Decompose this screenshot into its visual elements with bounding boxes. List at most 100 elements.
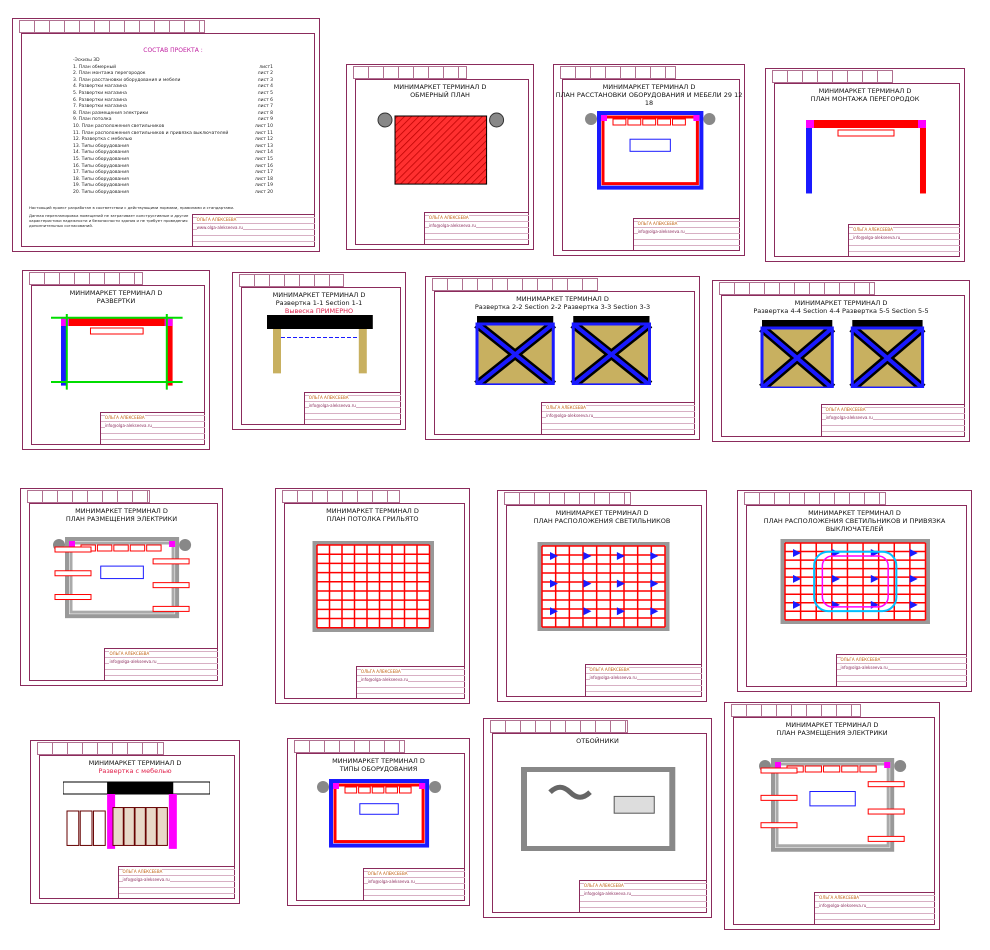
sheet-title: МИНИМАРКЕТ ТЕРМИНАЛ D ТИПЫ ОБОРУДОВАНИЯ [288, 757, 469, 773]
sheet-title: МИНИМАРКЕТ ТЕРМИНАЛ D Развертка с мебелью [31, 759, 239, 775]
drawing-sheet[interactable]: МИНИМАРКЕТ ТЕРМИНАЛ D ПЛАН РАЗМЕЩЕНИЯ ЭЛЕ… [724, 702, 940, 930]
sheet-drawing [759, 757, 907, 852]
sheet-title-main: МИНИМАРКЕТ ТЕРМИНАЛ D [794, 299, 888, 307]
contents-item-label: 11. План расположения светильников и при… [73, 130, 229, 136]
drawing-sheet[interactable]: МИНИМАРКЕТ ТЕРМИНАЛ D ОБМЕРНЫЙ ПЛАН ОЛЬГА… [346, 64, 534, 250]
stamp-top [19, 20, 205, 33]
contents-item: 8. План размещения электрики лист 8 [73, 111, 273, 118]
drawing-sheet[interactable]: МИНИМАРКЕТ ТЕРМИНАЛ D ПЛАН РАСПОЛОЖЕНИЯ С… [497, 490, 707, 702]
title-block: ОЛЬГА АЛЕКСЕЕВА info@olga-alekseeva.ru [632, 218, 740, 251]
title-block: ОЛЬГА АЛЕКСЕЕВА info@olga-alekseeva.ru [423, 212, 529, 245]
sheet-title: МИНИМАРКЕТ ТЕРМИНАЛ D ПЛАН ПОТОЛКА ГРИЛЬЯ… [276, 507, 469, 523]
company-email: info@olga-alekseeva.ru [825, 415, 873, 420]
sheet-drawing [267, 314, 373, 374]
stamp-top [27, 490, 150, 503]
sheet-subtitle: ПЛАН ПОТОЛКА ГРИЛЬЯТО [326, 515, 419, 523]
sheet-subtitle: Развертка 2-2 Section 2-2 Развертка 3-3 … [474, 303, 651, 311]
stamp-top [353, 66, 467, 79]
company-logo: ОЛЬГА АЛЕКСЕЕВА [583, 883, 624, 888]
sheet-title-main: МИНИМАРКЕТ ТЕРМИНАЛ D [808, 509, 901, 517]
sheet-title: МИНИМАРКЕТ ТЕРМИНАЛ D ПЛАН РАСПОЛОЖЕНИЯ С… [738, 509, 971, 533]
company-logo: ОЛЬГА АЛЕКСЕЕВА [825, 407, 866, 412]
title-block: ОЛЬГА АЛЕКСЕЕВА info@olga-alekseeva.ru [303, 392, 401, 425]
contents-item-label: 5. Развертки магазина [73, 90, 127, 96]
stamp-top [560, 66, 676, 79]
contents-item-sheet: лист 14 [254, 150, 273, 156]
contents-item: 11. План расположения светильников и при… [73, 131, 273, 138]
sheet-drawing [51, 314, 183, 390]
sheet-title-main: МИНИМАРКЕТ ТЕРМИНАЛ D [785, 721, 879, 729]
stamp-top [719, 282, 875, 295]
title-block: ОЛЬГА АЛЕКСЕЕВА info@olga-alekseeva.ru [578, 880, 707, 913]
contents-item-sheet: лист 10 [254, 123, 273, 129]
sheet-title-main: МИНИМАРКЕТ ТЕРМИНАЛ D [555, 509, 649, 517]
sheet-drawing [53, 536, 192, 618]
sheet-drawing [521, 767, 676, 851]
company-email: info@olga-alekseeva.ru [853, 235, 901, 240]
drawing-sheet[interactable]: МИНИМАРКЕТ ТЕРМИНАЛ D ТИПЫ ОБОРУДОВАНИЯ О… [287, 738, 470, 906]
contents-item: 2. План монтажа перегородок лист 2 [73, 71, 273, 78]
drawing-sheet[interactable]: МИНИМАРКЕТ ТЕРМИНАЛ D Развертка 2-2 Secti… [425, 276, 700, 440]
title-block: ОЛЬГА АЛЕКСЕЕВА info@olga-alekseeva.ru [99, 412, 205, 445]
contents-item-sheet: лист 4 [257, 84, 273, 90]
company-logo: ОЛЬГА АЛЕКСЕЕВА [122, 869, 163, 874]
sheet-subtitle: ПЛАН РАСПОЛОЖЕНИЯ СВЕТИЛЬНИКОВ И ПРИВЯЗК… [763, 517, 946, 533]
contents-item-label: 18. Типы оборудования [73, 176, 129, 182]
contents-item-label: 9. План потолка [73, 117, 112, 123]
sheet-contents[interactable]: СОСТАВ ПРОЕКТА : -Эскизы 3D 1. План обмер… [12, 18, 320, 252]
drawing-sheet[interactable]: МИНИМАРКЕТ ТЕРМИНАЛ D Развертка 4-4 Secti… [712, 280, 970, 442]
title-block: ОЛЬГА АЛЕКСЕЕВА info@olga-alekseeva.ru [814, 892, 935, 925]
contents-item-sheet: лист 19 [254, 183, 273, 189]
company-email: info@olga-alekseeva.ru [840, 665, 888, 670]
drawing-sheet[interactable]: МИНИМАРКЕТ ТЕРМИНАЛ D ПЛАН ПОТОЛКА ГРИЛЬЯ… [275, 488, 470, 704]
sheet-drawing [312, 540, 435, 632]
contents-item-label: 12. Развертка с мебелью [73, 137, 133, 143]
sheet-red-note: Вывеска ПРИМЕРНО [284, 307, 354, 315]
sheet-frame [21, 33, 315, 247]
sheet-drawing [584, 111, 716, 190]
contents-item-sheet: лист 15 [254, 156, 273, 162]
title-block: ОЛЬГА АЛЕКСЕЕВА info@olga-alekseeva.ru [117, 866, 235, 899]
company-email: info@olga-alekseeva.ru [583, 891, 631, 896]
title-block: ОЛЬГА АЛЕКСЕЕВА info@olga-alekseeva.ru [848, 224, 960, 257]
contents-item: 3. План расстановки оборудования и мебел… [73, 78, 273, 85]
company-email: info@olga-alekseeva.ru [428, 223, 476, 228]
sheet-drawing [62, 781, 210, 850]
contents-item-sheet: лист 2 [257, 71, 273, 77]
contents-item: 14. Типы оборудования лист 14 [73, 150, 273, 157]
company-logo: ОЛЬГА АЛЕКСЕЕВА [840, 657, 881, 662]
drawing-sheet[interactable]: ОТБОЙНИКИ ОЛЬГА АЛЕКСЕЕВА info@olga-aleks… [483, 718, 712, 918]
sheet-drawing [758, 319, 926, 388]
contents-item: 4. Развертки магазина лист 4 [73, 84, 273, 91]
drawing-sheet[interactable]: МИНИМАРКЕТ ТЕРМИНАЛ D Развертка с мебелью… [30, 740, 240, 904]
company-email: info@olga-alekseeva.ru [308, 403, 356, 408]
company-logo: ОЛЬГА АЛЕКСЕЕВА [819, 895, 859, 900]
title-block: ОЛЬГА АЛЕКСЕЕВА info@olga-alekseeva.ru [104, 648, 218, 681]
contents-item: 5. Развертки магазина лист 5 [73, 91, 273, 98]
sheet-title: ОТБОЙНИКИ [484, 737, 711, 745]
drawing-sheet[interactable]: МИНИМАРКЕТ ТЕРМИНАЛ D ПЛАН МОНТАЖА ПЕРЕГО… [765, 68, 965, 262]
sheet-title: МИНИМАРКЕТ ТЕРМИНАЛ D ПЛАН РАСПОЛОЖЕНИЯ С… [498, 509, 706, 525]
contents-item-sheet: лист 6 [257, 97, 273, 103]
contents-item-label: 20. Типы оборудования [73, 189, 129, 195]
company-email: info@olga-alekseeva.ru [122, 877, 170, 882]
drawing-sheet[interactable]: МИНИМАРКЕТ ТЕРМИНАЛ D ПЛАН РАЗМЕЩЕНИЯ ЭЛЕ… [20, 488, 223, 686]
title-block: ОЛЬГА АЛЕКСЕЕВА info@olga-alekseeva.ru [835, 654, 967, 687]
company-email: info@olga-alekseeva.ru [589, 675, 637, 680]
drawing-sheet[interactable]: МИНИМАРКЕТ ТЕРМИНАЛ D ПЛАН РАСПОЛОЖЕНИЯ С… [737, 490, 972, 692]
drawing-sheet[interactable]: МИНИМАРКЕТ ТЕРМИНАЛ D Развертка 1-1 Secti… [232, 272, 406, 430]
sheet-red-note: Развертка с мебелью [98, 767, 172, 775]
sheet-title-main: МИНИМАРКЕТ ТЕРМИНАЛ D [516, 295, 609, 303]
contents-item-label: 4. Развертки магазина [73, 84, 127, 90]
contents-item-label: 3. План расстановки оборудования и мебел… [73, 77, 181, 83]
contents-list: СОСТАВ ПРОЕКТА : -Эскизы 3D 1. План обмер… [73, 47, 273, 196]
sheet-subtitle: Развертка 1-1 Section 1-1 [275, 299, 363, 307]
sheet-title: МИНИМАРКЕТ ТЕРМИНАЛ D ОБМЕРНЫЙ ПЛАН [347, 83, 533, 99]
company-email: info@olga-alekseeva.ru [546, 413, 594, 418]
sheet-title-main: МИНИМАРКЕТ ТЕРМИНАЛ D [326, 507, 419, 515]
stamp-top [432, 278, 598, 291]
contents-item-sheet: лист 8 [257, 110, 273, 116]
drawing-sheet[interactable]: МИНИМАРКЕТ ТЕРМИНАЛ D ПЛАН РАССТАНОВКИ ОБ… [553, 64, 745, 256]
title-block: ОЛЬГА АЛЕКСЕЕВА info@olga-alekseeva.ru [362, 868, 465, 901]
drawing-sheet[interactable]: МИНИМАРКЕТ ТЕРМИНАЛ D РАЗВЕРТКИ ОЛЬГА АЛЕ… [22, 270, 210, 450]
